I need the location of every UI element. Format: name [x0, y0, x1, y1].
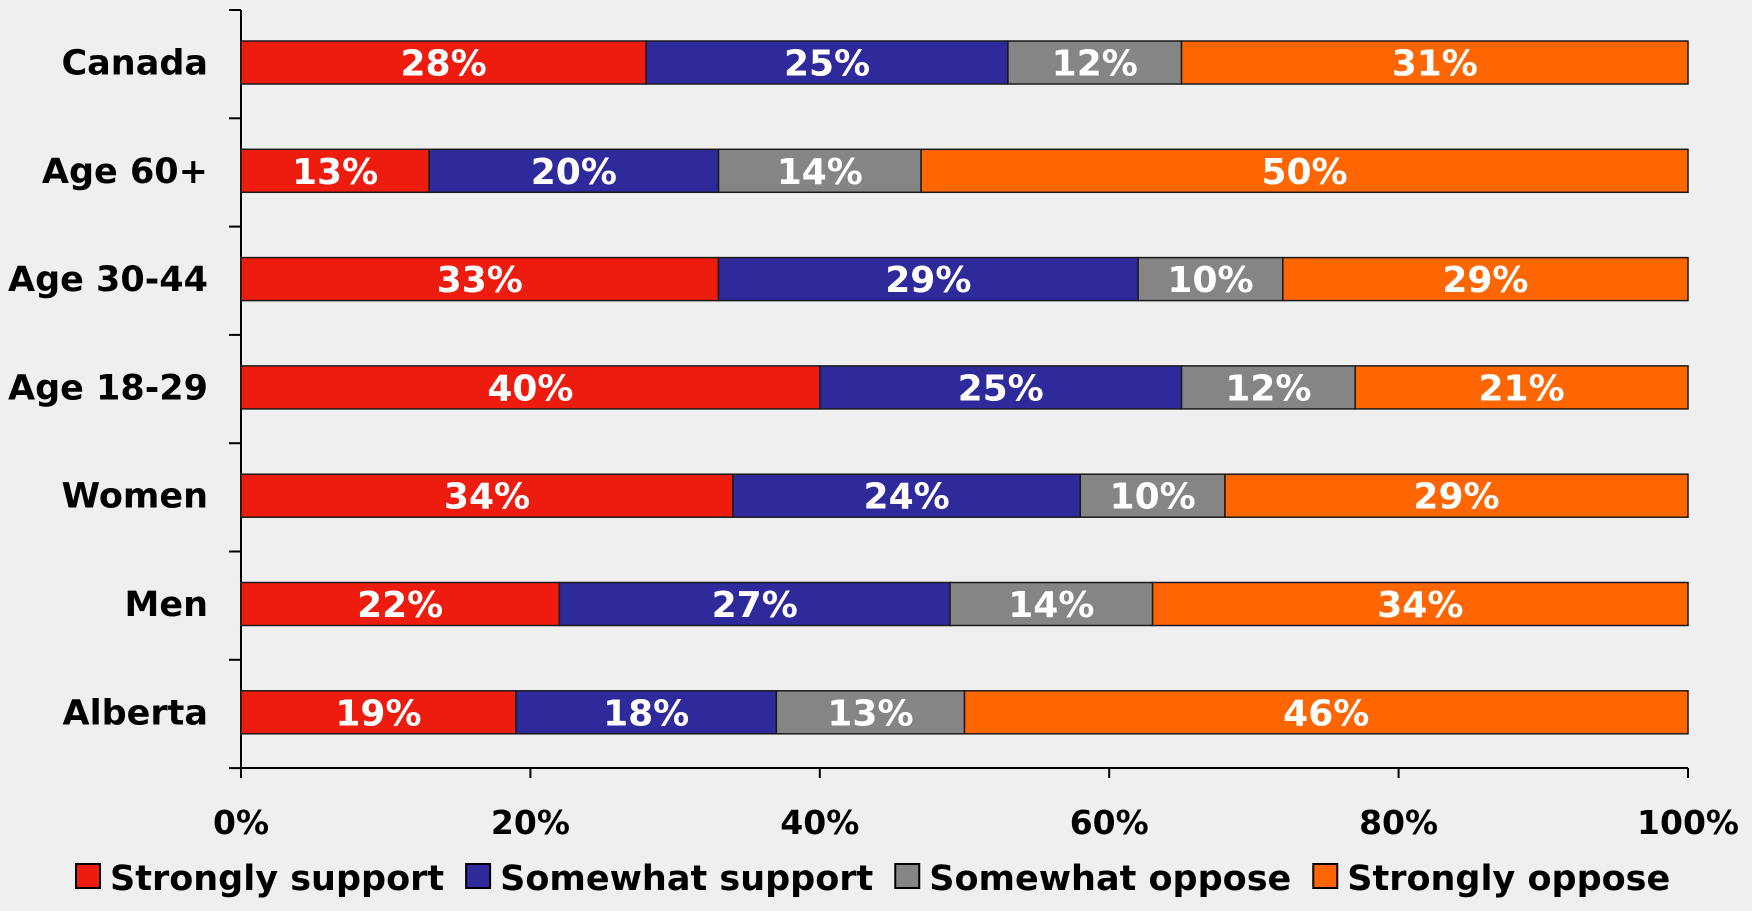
- bar-segment: [1137, 256, 1284, 302]
- bar-segment: [775, 690, 966, 735]
- data-label: 12%: [1052, 44, 1138, 85]
- bar-segment: [240, 148, 430, 194]
- bar-segment: [240, 365, 821, 410]
- data-label: 33%: [437, 260, 523, 301]
- x-tick-label: 20%: [491, 803, 570, 842]
- bar-segment: [1224, 473, 1689, 518]
- legend-swatch: [894, 863, 921, 889]
- bar-segment: [920, 148, 1689, 194]
- bar-segment: [717, 256, 1139, 302]
- data-label: 14%: [1008, 585, 1094, 626]
- category-label: Age 18-29: [8, 368, 208, 408]
- category-label: Alberta: [63, 693, 209, 733]
- bar-segment: [240, 256, 720, 302]
- data-label: 29%: [1442, 260, 1528, 301]
- bar-segment: [819, 365, 1183, 410]
- data-label: 31%: [1392, 44, 1478, 85]
- data-label: 18%: [603, 693, 689, 734]
- category-label: Canada: [61, 44, 208, 84]
- bar-segment: [717, 148, 922, 194]
- data-label: 10%: [1110, 477, 1196, 518]
- x-tick-label: 80%: [1359, 803, 1438, 842]
- legend-label: Somewhat oppose: [929, 859, 1291, 899]
- legend: Strongly support Somewhat support Somewhat…: [75, 859, 1670, 899]
- bar-segment: [645, 40, 1009, 85]
- data-label: 46%: [1283, 693, 1369, 734]
- bar-segment: [515, 690, 778, 735]
- legend-label: Strongly support: [110, 859, 444, 899]
- data-label: 24%: [864, 477, 950, 518]
- bar-segment: [1007, 40, 1183, 85]
- category-label: Age 30-44: [8, 260, 208, 300]
- bar-segment: [1180, 40, 1689, 85]
- bar-segment: [1282, 256, 1689, 302]
- bar-segment: [732, 473, 1082, 518]
- bar-segment: [1180, 365, 1356, 410]
- data-label: 13%: [292, 152, 378, 193]
- data-label: 25%: [784, 44, 870, 85]
- legend-swatch: [1312, 863, 1339, 889]
- data-label: 40%: [487, 368, 573, 409]
- bar-segment: [240, 40, 647, 85]
- x-tick-label: 100%: [1637, 803, 1739, 842]
- data-label: 50%: [1261, 152, 1347, 193]
- bar-segment: [1354, 365, 1689, 410]
- data-label: 19%: [335, 693, 421, 734]
- legend-label: Strongly oppose: [1347, 859, 1670, 899]
- data-label: 10%: [1167, 260, 1253, 301]
- data-label: 22%: [357, 585, 443, 626]
- data-label: 21%: [1479, 368, 1565, 409]
- data-label: 34%: [444, 477, 530, 518]
- category-label: Women: [61, 477, 208, 517]
- data-label: 25%: [958, 368, 1044, 409]
- data-label: 12%: [1225, 368, 1311, 409]
- x-tick-label: 60%: [1070, 803, 1149, 842]
- bar-segment: [1079, 473, 1226, 518]
- bar-segment: [949, 581, 1154, 627]
- x-tick-label: 40%: [780, 803, 859, 842]
- data-label: 29%: [885, 260, 971, 301]
- data-label: 20%: [531, 152, 617, 193]
- bar-segment: [963, 690, 1689, 735]
- category-label: Age 60+: [42, 152, 208, 192]
- legend-swatch: [75, 863, 101, 889]
- category-label: Men: [125, 585, 208, 625]
- data-label: 14%: [777, 152, 863, 193]
- bar-segment: [1151, 581, 1689, 627]
- x-tick-label: 0%: [213, 803, 269, 842]
- legend-label: Somewhat support: [500, 859, 873, 899]
- bar-segment: [240, 581, 561, 627]
- bar-segment: [558, 581, 951, 627]
- data-label: 28%: [400, 44, 486, 85]
- bar-segment: [428, 148, 720, 194]
- plot-area: 0% 20% 40% 60% 80% 100% Canada 28% 25% 12% 31% Age …: [8, 9, 1739, 842]
- data-label: 27%: [712, 585, 798, 626]
- data-label: 29%: [1413, 477, 1499, 518]
- legend-swatch: [465, 863, 492, 889]
- data-label: 13%: [827, 693, 913, 734]
- data-label: 34%: [1377, 585, 1463, 626]
